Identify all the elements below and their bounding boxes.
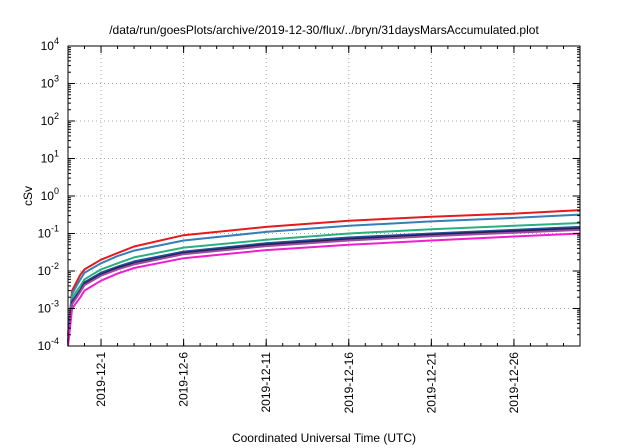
x-tick-label: 2019-12-11 xyxy=(259,352,273,413)
series-group xyxy=(67,209,581,347)
x-axis-ticks: 2019-12-1 2019-12-6 2019-12-11 2019-12-16 20… xyxy=(67,46,581,414)
y-axis-label: cSv xyxy=(21,186,35,206)
x-axis-label: Coordinated Universal Time (UTC) xyxy=(232,431,416,445)
series-line-7 xyxy=(67,232,581,347)
series-line-6 xyxy=(67,228,581,345)
y-tick-label: 10-2 xyxy=(38,261,59,278)
y-tick-label: 100 xyxy=(41,186,59,203)
y-tick-label: 10-1 xyxy=(38,224,59,241)
y-axis-ticks: 10-4 10-3 10-2 10-1 100 101 102 103 104 xyxy=(38,36,580,353)
y-tick-label: 104 xyxy=(41,36,59,53)
y-tick-label: 103 xyxy=(41,74,59,91)
series-line-1 xyxy=(67,209,581,335)
y-tick-label: 10-3 xyxy=(38,299,59,316)
series-line-2 xyxy=(67,213,581,337)
y-tick-label: 10-4 xyxy=(38,336,59,353)
x-tick-label: 2019-12-6 xyxy=(177,352,191,407)
series-line-3 xyxy=(67,222,581,340)
x-tick-label: 2019-12-1 xyxy=(94,352,108,407)
chart-title: /data/run/goesPlots/archive/2019-12-30/f… xyxy=(109,23,539,37)
x-tick-label: 2019-12-16 xyxy=(342,352,356,414)
grid-lines xyxy=(68,46,580,346)
y-tick-label: 101 xyxy=(41,149,59,166)
y-tick-label: 102 xyxy=(41,111,59,128)
x-tick-label: 2019-12-26 xyxy=(507,352,521,414)
x-tick-label: 2019-12-21 xyxy=(424,352,438,414)
